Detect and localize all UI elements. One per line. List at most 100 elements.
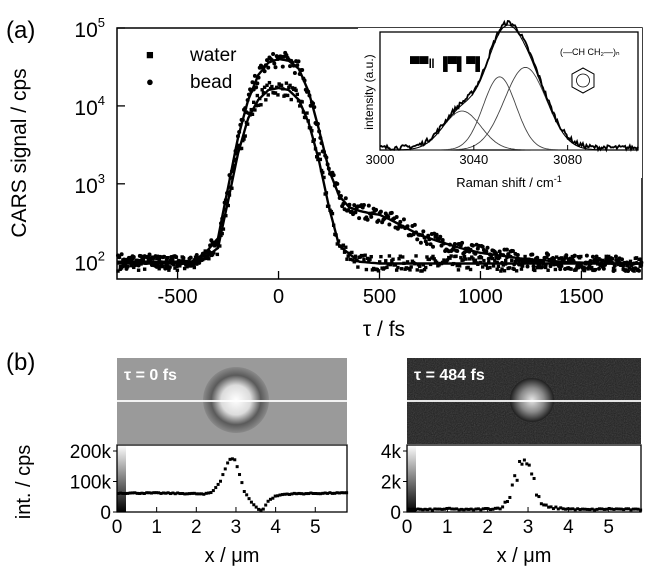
data-point-bead: [546, 252, 551, 257]
profile-data-point: [223, 467, 227, 471]
data-point-water: [218, 244, 222, 248]
data-point-water: [341, 243, 346, 247]
data-point-water: [523, 254, 527, 259]
data-point-water: [245, 122, 250, 126]
data-point-bead: [197, 260, 202, 265]
data-point-water: [327, 204, 331, 209]
profile-data-point: [532, 476, 536, 480]
profile-tau-484-y-ticks: 0 2k 4k: [381, 442, 407, 524]
data-point-water: [126, 257, 130, 262]
data-point-water: [262, 85, 267, 89]
data-point-water: [431, 254, 435, 259]
data-point-water: [253, 108, 257, 112]
profile-data-point: [527, 463, 531, 467]
profile-data-point: [171, 491, 175, 495]
data-point-bead: [589, 266, 594, 271]
data-point-water: [626, 264, 630, 268]
data-point-water: [294, 88, 298, 92]
profile-data-point: [479, 508, 483, 512]
profile-y-axis-label: int. / cps: [13, 445, 35, 519]
data-point-bead: [341, 201, 346, 206]
data-point-water: [130, 256, 135, 261]
data-point-water: [346, 254, 350, 258]
legend: ■ water ● bead: [146, 45, 237, 93]
profile-data-point: [631, 507, 635, 511]
profile-data-point: [491, 507, 495, 511]
data-point-bead: [223, 198, 228, 203]
data-point-bead: [122, 257, 127, 262]
profile-data-point: [426, 508, 430, 512]
data-point-water: [482, 258, 486, 263]
y-tick-exponent: 2: [98, 249, 105, 264]
profile-data-point: [192, 491, 196, 495]
profile-data-point: [185, 492, 189, 496]
data-point-bead: [335, 181, 340, 186]
data-point-bead: [325, 162, 330, 167]
legend-marker-water: ■: [146, 47, 154, 62]
data-point-bead: [129, 263, 134, 268]
data-point-bead: [159, 260, 164, 265]
data-point-water: [157, 267, 161, 271]
profile-data-point: [568, 507, 572, 511]
profile-data-point: [147, 491, 151, 495]
data-point-bead: [357, 216, 362, 221]
data-point-water: [158, 264, 163, 269]
data-point-bead: [194, 253, 199, 258]
profile-data-point: [489, 508, 493, 512]
profile-data-point: [585, 507, 589, 511]
panel-label-b: (b): [6, 349, 35, 376]
profile-data-point: [462, 508, 466, 512]
data-point-bead: [295, 63, 300, 68]
data-point-bead: [369, 214, 374, 219]
data-point-bead: [452, 241, 457, 246]
legend-marker-bead: ●: [146, 74, 154, 89]
data-point-water: [627, 266, 631, 270]
data-point-water: [330, 211, 335, 216]
data-point-water: [632, 269, 636, 273]
profile-data-point: [464, 507, 468, 511]
data-point-bead: [405, 224, 410, 229]
data-point-water: [172, 262, 176, 267]
data-point-bead: [441, 241, 446, 246]
inset-frame: [379, 31, 639, 151]
data-point-bead: [540, 265, 545, 270]
data-point-water: [391, 257, 395, 261]
profile-y-tick-label: 0: [100, 503, 111, 524]
y-tick-exponent: 5: [98, 15, 105, 30]
profile-data-point: [549, 505, 553, 509]
data-point-water: [368, 257, 372, 261]
data-point-bead: [250, 80, 255, 85]
data-point-bead: [583, 260, 588, 265]
profile-plot-tau-0-frame: [116, 444, 348, 513]
profile-data-point: [154, 491, 158, 495]
data-point-water: [387, 254, 392, 258]
data-point-water: [161, 264, 165, 269]
profile-data-point: [214, 486, 218, 490]
x-tick-label: 1000: [458, 286, 503, 308]
data-point-water: [329, 209, 333, 214]
data-point-bead: [418, 240, 423, 245]
profile-data-point: [190, 491, 194, 495]
data-point-bead: [531, 264, 536, 269]
data-point-bead: [312, 105, 317, 110]
data-point-bead: [271, 52, 276, 57]
data-point-water: [404, 266, 409, 270]
data-point-bead: [297, 72, 302, 77]
data-point-bead: [566, 266, 571, 271]
data-point-water: [261, 91, 266, 95]
data-point-bead: [542, 255, 547, 260]
image-label-tau-484: τ = 484 fs: [414, 367, 485, 384]
data-point-water: [457, 264, 462, 268]
data-point-bead: [412, 222, 417, 227]
data-point-water: [116, 269, 120, 273]
data-point-water: [196, 256, 200, 260]
profile-data-point: [619, 507, 623, 511]
data-point-water: [252, 100, 256, 105]
data-point-water: [587, 264, 591, 268]
profile-tau-0-x-ticks: 0 1 2 3 4 5: [112, 507, 321, 538]
data-point-bead: [394, 215, 399, 220]
data-point-bead: [386, 214, 391, 219]
profile-data-point: [614, 507, 618, 511]
data-point-water: [367, 259, 371, 263]
